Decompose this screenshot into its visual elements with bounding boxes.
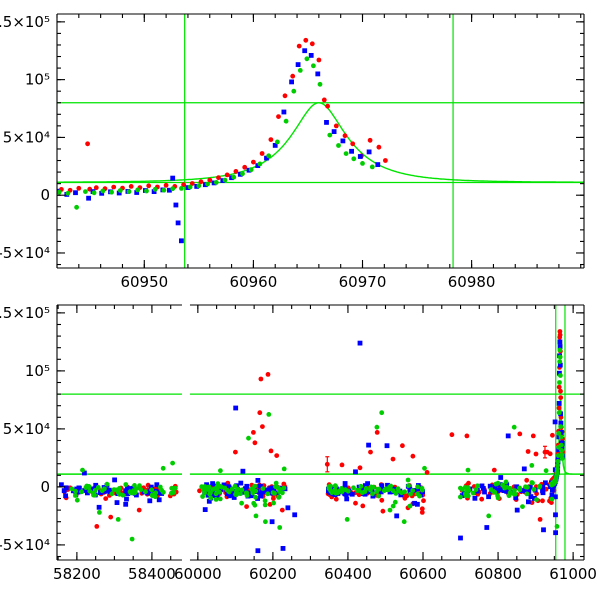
y-tick-label: 0 bbox=[40, 186, 50, 204]
y-tick-label: -5×10⁴ bbox=[0, 536, 50, 554]
x-tick-label: 60950 bbox=[120, 273, 168, 291]
x-tick-label: 60000 bbox=[174, 565, 222, 583]
x-tick-label: 58200 bbox=[53, 565, 101, 583]
panel-data-area bbox=[57, 305, 584, 560]
y-tick-label: 5×10⁴ bbox=[3, 420, 50, 438]
panel-data-area bbox=[57, 14, 584, 268]
series-green-points bbox=[57, 56, 375, 210]
x-tick-label: 60200 bbox=[249, 565, 297, 583]
x-tick-label: 60600 bbox=[399, 565, 447, 583]
x-tick-label: 58400 bbox=[128, 565, 176, 583]
model-light-curve bbox=[57, 102, 584, 183]
x-tick-labels: 60950 60960 60970 60980 bbox=[120, 273, 495, 291]
axis-ticks bbox=[56, 14, 584, 268]
series-green-points bbox=[69, 347, 565, 542]
reference-lines bbox=[57, 14, 584, 268]
x-tick-label: 61000 bbox=[549, 565, 597, 583]
y-tick-label: 10⁵ bbox=[25, 362, 50, 380]
x-tick-label: 60400 bbox=[324, 565, 372, 583]
y-tick-label: 1.5×10⁵ bbox=[0, 13, 50, 31]
y-tick-label: 0 bbox=[40, 478, 50, 496]
x-tick-label: 60800 bbox=[474, 565, 522, 583]
model-light-curve bbox=[190, 396, 584, 475]
y-tick-labels: -5×10⁴ 0 5×10⁴ 10⁵ 1.5×10⁵ bbox=[0, 304, 50, 554]
y-tick-labels: -5×10⁴ 0 5×10⁴ 10⁵ 1.5×10⁵ bbox=[0, 13, 50, 262]
y-tick-label: 10⁵ bbox=[25, 71, 50, 89]
y-tick-label: 1.5×10⁵ bbox=[0, 304, 50, 322]
axis-ticks bbox=[57, 305, 584, 560]
x-tick-label: 60980 bbox=[448, 273, 496, 291]
panel-event-zoom: 60950 60960 60970 60980 -5×10⁴ 0 5×10⁴ 10⁵ 1.5×1… bbox=[0, 13, 585, 291]
y-tick-label: -5×10⁴ bbox=[0, 244, 50, 262]
y-tick-label: 5×10⁴ bbox=[3, 128, 50, 146]
x-tick-label: 60970 bbox=[339, 273, 387, 291]
x-tick-label: 60960 bbox=[230, 273, 278, 291]
